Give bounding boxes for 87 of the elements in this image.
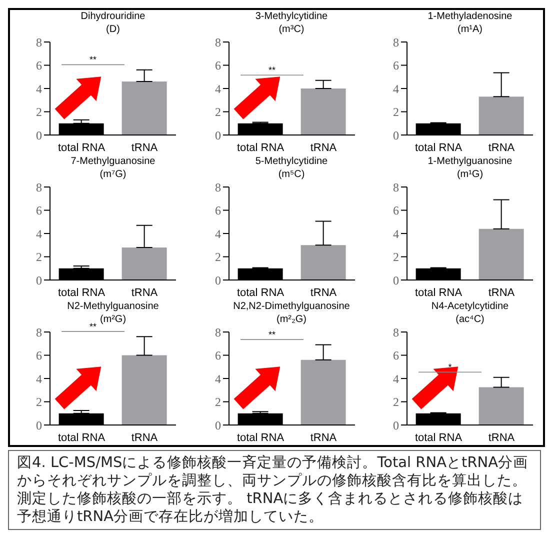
chart-title: 7-Methylguanosine [70, 155, 156, 168]
y-tick-label: 0 [36, 418, 42, 432]
y-tick-label: 0 [36, 273, 42, 288]
y-tick-label: 6 [393, 204, 399, 218]
x-tick-label: tRNA [488, 142, 516, 154]
y-tick-label: 0 [214, 273, 220, 288]
chart-subtitle: (m¹A) [456, 23, 484, 36]
x-tick-label: tRNA [310, 286, 337, 299]
y-tick-label: 0 [214, 418, 220, 432]
y-tick-label: 8 [36, 180, 42, 194]
annotation: ** [268, 65, 276, 76]
y-tick-label: 0 [393, 418, 399, 432]
y-tick-label: 6 [393, 58, 399, 73]
y-tick-label: 4 [393, 372, 399, 386]
y-tick-label: 8 [393, 325, 399, 340]
chart-subtitle: (m⁷G) [98, 168, 128, 181]
x-tick-label: total RNA [414, 432, 463, 444]
y-tick-label: 8 [214, 180, 220, 194]
y-tick-label: 2 [393, 105, 399, 120]
y-tick-label: 2 [36, 250, 42, 264]
x-tick-label: total RNA [414, 142, 463, 154]
x-tick-label: total RNA [58, 142, 106, 154]
y-tick-label: 0 [214, 128, 220, 142]
chart-subtitle: (D) [105, 23, 121, 36]
x-tick-label: total RNA [236, 142, 284, 154]
y-tick-label: 6 [36, 348, 42, 363]
x-tick-label: tRNA [310, 432, 337, 444]
chart-subtitle: (m⁵C) [277, 168, 306, 181]
y-tick-label: 6 [36, 204, 42, 218]
chart-title: N4-Acetylcytidine [430, 300, 510, 313]
y-tick-label: 2 [214, 105, 220, 120]
y-tick-label: 2 [36, 395, 42, 410]
y-tick-label: 4 [393, 226, 399, 241]
y-tick-label: 2 [393, 395, 399, 410]
y-tick-label: 4 [36, 372, 42, 386]
x-tick-label: tRNA [488, 432, 516, 444]
x-tick-label: tRNA [310, 142, 337, 154]
x-tick-label: total RNA [414, 286, 463, 299]
y-tick-label: 6 [214, 348, 220, 363]
y-tick-label: 0 [393, 273, 399, 288]
x-tick-label: total RNA [236, 286, 284, 299]
x-tick-label: total RNA [236, 432, 284, 444]
chart-title: Dihydrouridine [80, 10, 146, 23]
y-tick-label: 8 [36, 35, 42, 50]
chart-title: N2,N2-Dimethylguanosine [232, 300, 351, 313]
y-tick-label: 2 [36, 105, 42, 120]
chart-title: 3-Methylcytidine [254, 10, 329, 23]
y-tick-label: 0 [393, 128, 399, 142]
y-tick-label: 4 [214, 372, 220, 386]
y-tick-label: 8 [214, 35, 220, 50]
chart-title: 5-Methylcytidine [254, 155, 329, 168]
x-tick-label: tRNA [488, 286, 516, 299]
chart-subtitle: (m¹G) [456, 168, 484, 181]
y-tick-label: 2 [393, 250, 399, 264]
annotation: * [448, 362, 452, 372]
x-tick-label: total RNA [58, 432, 106, 444]
y-tick-label: 8 [393, 35, 399, 50]
y-tick-label: 8 [393, 180, 399, 194]
x-tick-label: tRNA [131, 432, 158, 444]
chart-subtitle: (m²G) [100, 314, 126, 325]
y-tick-label: 2 [214, 395, 220, 410]
y-tick-label: 4 [36, 82, 42, 96]
y-tick-label: 6 [393, 348, 399, 363]
caption: 図4. LC-MS/MSによる修飾核酸一斉定量の予備検討。Total RNAとtRNA分画からそれぞれサンプルを調整し、両サンプルの修飾核酸含有比を算出した。測定した修飾核酸の一部を示す。 tRNAに多く含まれるとされる修飾核酸は予想通りtRNA分画で存在比が増加していた。 [17, 454, 530, 526]
y-tick-label: 0 [36, 128, 42, 142]
annotation: ** [268, 330, 276, 340]
x-tick-label: tRNA [131, 142, 158, 154]
x-tick-label: tRNA [131, 286, 158, 299]
chart-subtitle: (ac⁴C) [454, 313, 486, 326]
y-tick-label: 6 [214, 204, 220, 218]
chart-subtitle: (m³C) [278, 23, 306, 36]
y-tick-label: 4 [36, 226, 42, 241]
y-tick-label: 4 [393, 82, 399, 96]
y-tick-label: 6 [214, 58, 220, 73]
text: ** [89, 321, 97, 332]
chart-title: N2-Methylguanosine [66, 300, 160, 313]
annotation: ** [89, 54, 97, 65]
x-tick-label: total RNA [58, 286, 106, 299]
y-tick-label: 4 [214, 226, 220, 241]
chart-title: 1-Methyladenosine [426, 10, 514, 23]
y-tick-label: 2 [214, 250, 220, 264]
y-tick-label: 8 [214, 325, 220, 340]
y-tick-label: 4 [214, 82, 220, 96]
y-tick-label: 6 [36, 58, 42, 73]
y-tick-label: 8 [36, 325, 42, 340]
chart-title: 1-Methylguanosine [426, 155, 514, 168]
chart-subtitle: (m²₂G) [276, 313, 308, 326]
